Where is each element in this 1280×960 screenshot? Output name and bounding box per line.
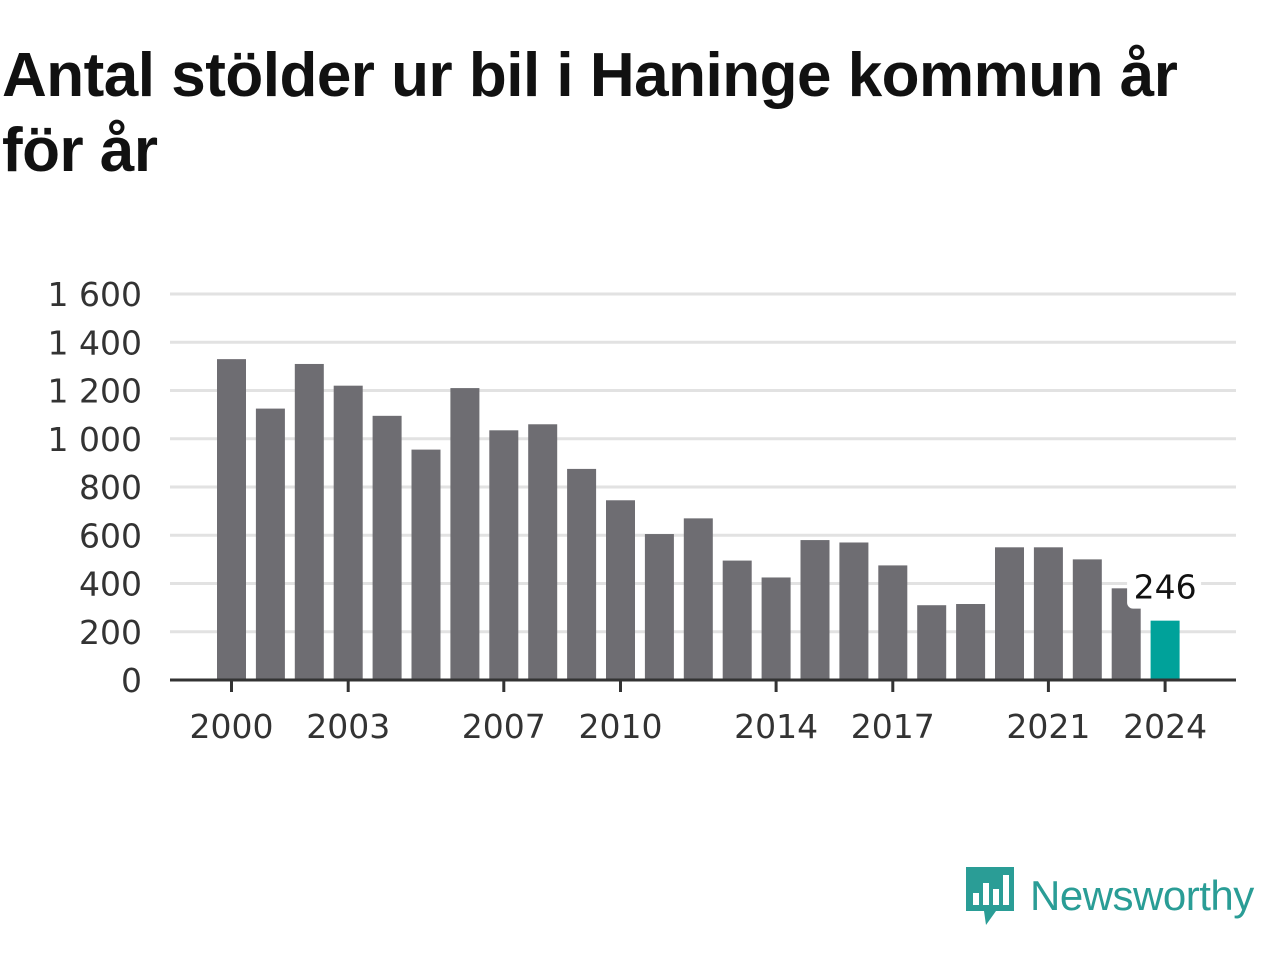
bar — [333, 385, 363, 680]
bar — [1072, 559, 1102, 680]
bar — [217, 359, 246, 680]
highlight-annotation: 246 — [1127, 568, 1202, 609]
bar — [800, 540, 830, 680]
bar — [411, 449, 441, 680]
y-tick-label: 600 — [79, 516, 142, 555]
bar — [878, 565, 908, 680]
bar — [683, 518, 713, 680]
bar — [644, 534, 674, 680]
bar — [255, 408, 285, 680]
y-tick-label: 400 — [79, 565, 142, 604]
value-label-background — [1127, 568, 1202, 609]
y-axis-ticks: 0 200 400 600 800 1 000 1 200 1 400 1 600 — [48, 275, 142, 700]
bar — [372, 415, 402, 680]
bar — [956, 604, 986, 680]
x-tick-label: 2000 — [190, 707, 274, 746]
bar — [567, 468, 597, 680]
bar — [606, 500, 635, 680]
x-tick-label: 2003 — [306, 707, 390, 746]
bar — [450, 388, 480, 680]
chart-title: Antal stölder ur bil i Haninge kommun år… — [2, 41, 1178, 185]
bar — [294, 363, 324, 680]
bars — [217, 359, 1180, 680]
y-tick-label: 0 — [121, 661, 142, 700]
bar — [722, 560, 752, 680]
bar — [489, 430, 519, 680]
y-tick-label: 1 200 — [48, 372, 142, 411]
y-tick-label: 1 400 — [48, 323, 142, 362]
newsworthy-logo-icon — [966, 867, 1014, 925]
brand-name: Newsworthy — [1030, 872, 1254, 919]
x-tick-label: 2024 — [1123, 707, 1207, 746]
y-tick-label: 200 — [79, 613, 142, 652]
bar — [528, 424, 558, 680]
newsworthy-logo[interactable]: Newsworthy — [964, 864, 1254, 928]
bar — [995, 547, 1024, 680]
x-tick-label: 2021 — [1006, 707, 1090, 746]
bar-highlight — [1150, 620, 1180, 680]
y-tick-label: 1 600 — [48, 275, 142, 314]
x-tick-label: 2017 — [851, 707, 935, 746]
x-tick-label: 2010 — [579, 707, 663, 746]
x-tick-label: 2014 — [734, 707, 818, 746]
x-axis-ticks: 2000 2003 2007 2010 2014 2017 2021 2024 — [190, 680, 1207, 746]
bar — [1033, 547, 1063, 680]
y-tick-label: 1 000 — [48, 420, 142, 459]
bar — [917, 605, 947, 680]
y-tick-label: 800 — [79, 468, 142, 507]
x-tick-label: 2007 — [462, 707, 546, 746]
highlight-value-label: 246 — [1134, 568, 1197, 607]
bar — [761, 577, 791, 680]
bar — [839, 542, 869, 680]
